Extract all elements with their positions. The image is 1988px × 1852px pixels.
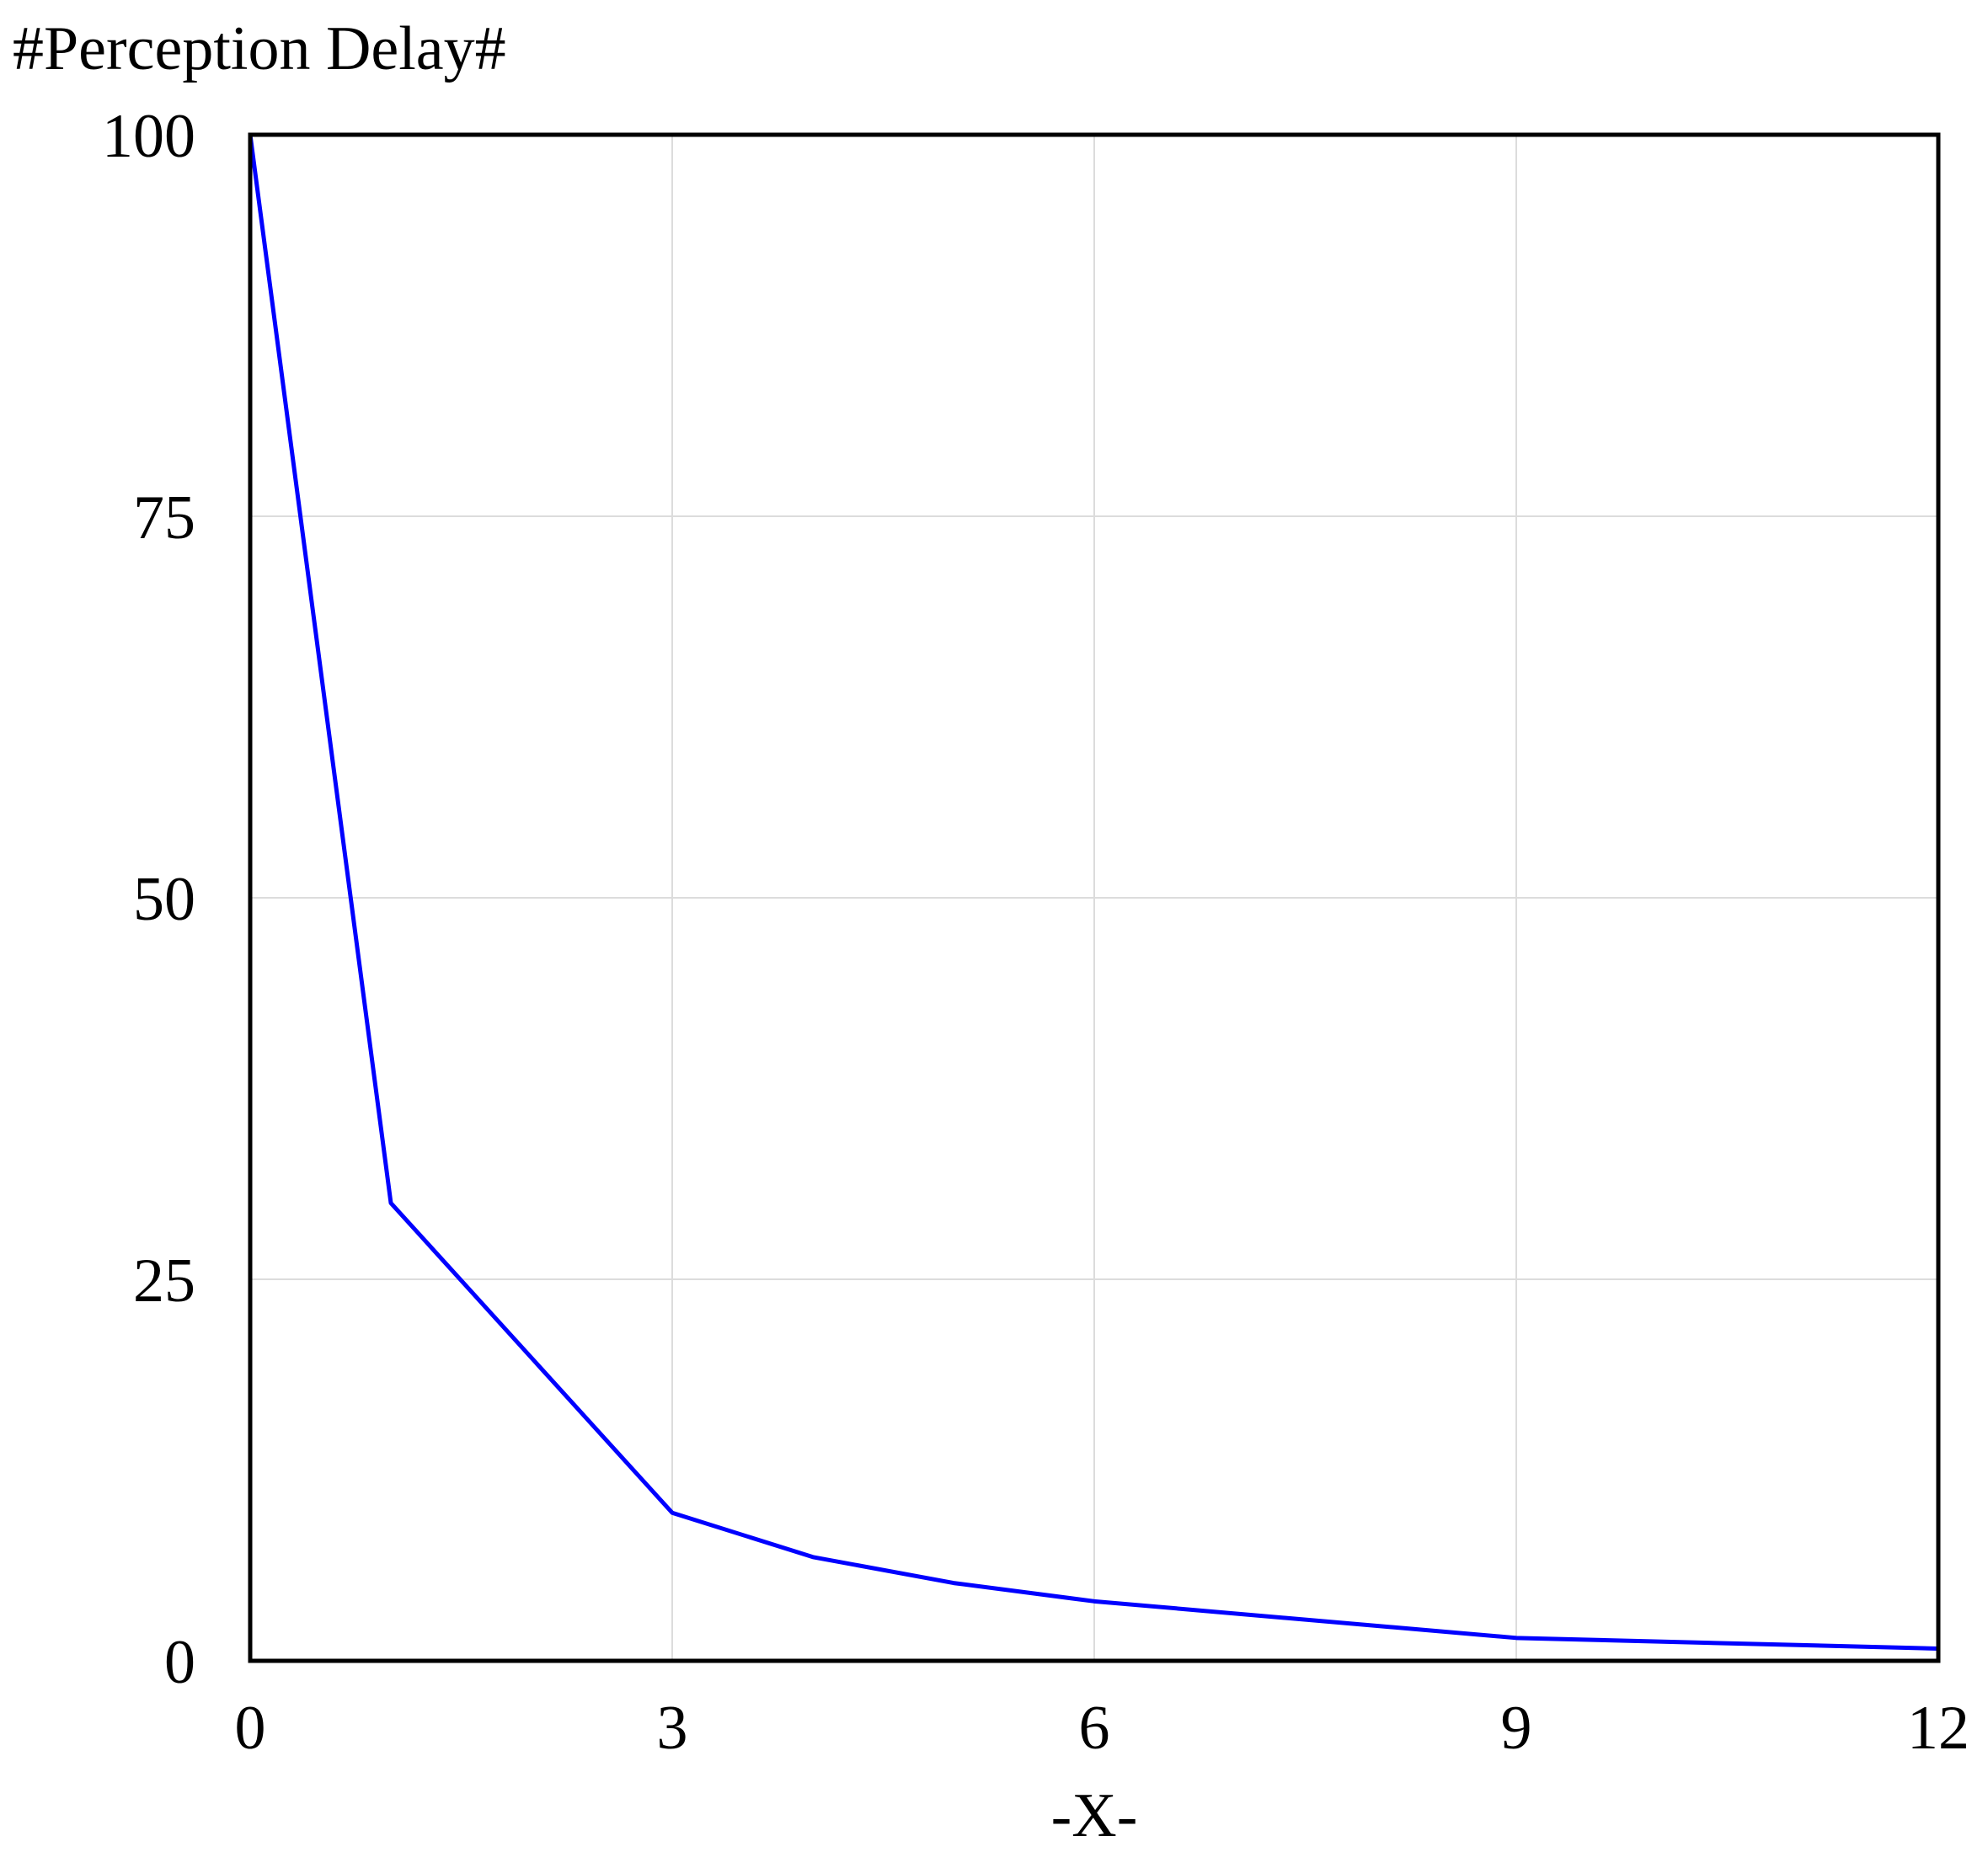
y-tick-label: 50 (133, 865, 195, 934)
x-tick-label: 3 (657, 1694, 688, 1763)
series-line (248, 132, 1941, 1652)
x-tick-label: 0 (235, 1694, 266, 1763)
x-tick-label: 9 (1501, 1694, 1532, 1763)
y-tick-label: 0 (164, 1628, 195, 1697)
y-tick-labels: 0 25 50 75 100 (102, 102, 195, 1697)
x-axis-title: -X- (1051, 1781, 1138, 1850)
x-tick-labels: 0 3 6 9 12 (235, 1694, 1970, 1763)
series-group (248, 132, 1941, 1652)
chart-title: #Perception Delay# (13, 14, 506, 83)
x-tick-label: 6 (1079, 1694, 1110, 1763)
x-tick-label: 12 (1907, 1694, 1969, 1763)
y-tick-label: 75 (133, 483, 195, 552)
y-tick-label: 25 (133, 1246, 195, 1316)
plot-frame (248, 132, 1941, 1663)
y-tick-label: 100 (102, 102, 195, 171)
